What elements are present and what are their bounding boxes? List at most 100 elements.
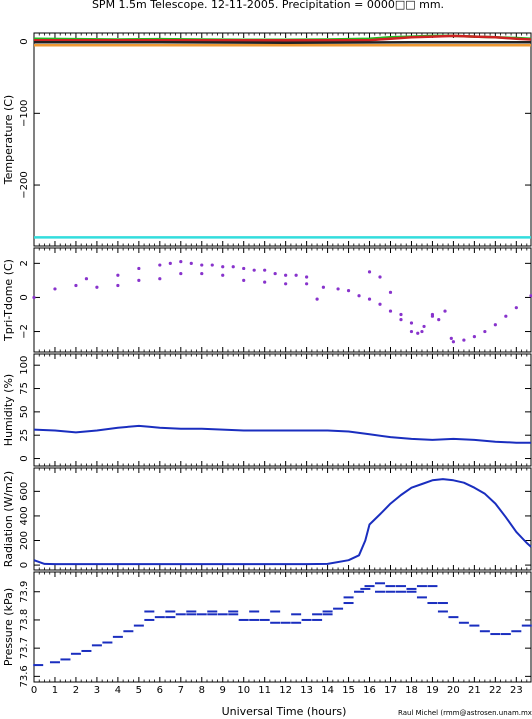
data-point	[49, 661, 60, 664]
y-tick-label: 0	[19, 562, 30, 568]
y-tick-label: 73.8	[19, 609, 30, 631]
data-point	[409, 329, 414, 334]
data-point	[490, 633, 501, 636]
credit-text: Raul Michel (rmm@astrosen.unam.mx)	[398, 709, 532, 717]
data-point	[186, 613, 197, 616]
data-point	[312, 618, 323, 621]
chart-title: SPM 1.5m Telescope. 12-11-2005. Precipit…	[92, 0, 444, 11]
data-point	[207, 613, 218, 616]
data-point	[504, 314, 508, 318]
data-point	[395, 585, 406, 588]
x-tick-label: 13	[300, 685, 313, 696]
data-point	[437, 602, 448, 605]
x-tick-label: 5	[136, 685, 142, 696]
data-point	[451, 340, 456, 344]
y-tick-label: 75	[19, 382, 30, 395]
data-point	[529, 294, 532, 298]
data-point	[294, 273, 298, 277]
data-point	[375, 582, 386, 585]
data-point	[305, 282, 309, 286]
data-point	[33, 664, 44, 667]
data-point	[175, 613, 186, 616]
data-point	[427, 602, 438, 605]
panel-5: 73.6 73.7 73.8 73.9 Pressure (kPa)	[2, 571, 532, 687]
data-point	[346, 289, 351, 293]
data-point	[483, 329, 487, 334]
data-point	[270, 610, 281, 613]
data-point	[179, 271, 183, 276]
data-point	[493, 323, 497, 327]
data-point	[458, 621, 469, 624]
series-line	[33, 424, 531, 444]
data-point	[291, 621, 302, 624]
x-tick-label: 17	[384, 685, 397, 696]
data-point	[500, 633, 511, 636]
data-point	[116, 273, 120, 277]
data-point	[91, 644, 102, 647]
x-tick-label: 16	[363, 685, 376, 696]
data-point	[200, 271, 204, 276]
data-point	[448, 616, 459, 619]
data-point	[158, 277, 162, 281]
data-point	[462, 338, 466, 342]
panel-2: 2 0 −2 Tpri-Tdome (C)	[2, 247, 532, 353]
y-axis-label: Humidity (%)	[2, 374, 15, 446]
data-point	[385, 590, 396, 593]
data-point	[305, 275, 309, 279]
data-point	[273, 271, 277, 276]
data-point	[333, 607, 344, 610]
data-point	[416, 331, 420, 335]
data-point	[189, 261, 193, 265]
x-tick-label: 14	[321, 685, 334, 696]
data-point	[406, 590, 417, 593]
data-point	[196, 613, 207, 616]
panel-1: 0 −100 −200 Temperature (C)	[2, 32, 532, 247]
x-tick-label: 21	[468, 685, 481, 696]
y-tick-label: 200	[19, 531, 30, 550]
y-tick-label: −100	[19, 100, 30, 127]
data-point	[70, 652, 81, 655]
data-point	[301, 618, 312, 621]
data-point	[336, 287, 340, 291]
data-point	[284, 282, 288, 286]
data-point	[123, 630, 134, 633]
panel-frame	[33, 353, 532, 467]
data-point	[186, 610, 197, 613]
data-point	[360, 587, 371, 590]
x-axis-label: Universal Time (hours)	[222, 705, 347, 718]
data-point	[217, 613, 228, 616]
series-line	[34, 34, 532, 42]
data-point	[116, 283, 120, 288]
data-point	[321, 285, 325, 289]
y-tick-label: 73.9	[19, 581, 30, 603]
data-point	[95, 285, 99, 289]
data-point	[395, 590, 406, 593]
y-tick-label: 600	[19, 482, 30, 501]
data-point	[514, 306, 518, 310]
x-tick-label: 2	[73, 685, 79, 696]
x-tick-label: 23	[510, 685, 523, 696]
panel-3: 0 25 50 75 100 Humidity (%)	[2, 353, 532, 467]
y-axis-label: Radiation (W/m2)	[2, 471, 15, 567]
data-point	[437, 318, 441, 322]
x-tick-label: 8	[199, 685, 205, 696]
y-tick-label: 0	[19, 38, 30, 44]
data-point	[406, 587, 417, 590]
data-point	[221, 265, 225, 269]
data-point	[252, 268, 256, 272]
data-point	[416, 585, 427, 588]
y-tick-label: 2	[19, 260, 30, 266]
data-point	[322, 610, 333, 613]
data-point	[291, 613, 302, 616]
y-axis-label: Temperature (C)	[2, 95, 15, 185]
data-point	[242, 278, 246, 282]
data-point	[249, 618, 260, 621]
data-point	[449, 336, 453, 340]
data-point	[388, 290, 393, 294]
x-tick-label: 12	[279, 685, 292, 696]
data-point	[469, 624, 480, 627]
data-point	[165, 616, 176, 619]
y-tick-label: −200	[19, 171, 30, 198]
x-tick-label: 18	[405, 685, 418, 696]
